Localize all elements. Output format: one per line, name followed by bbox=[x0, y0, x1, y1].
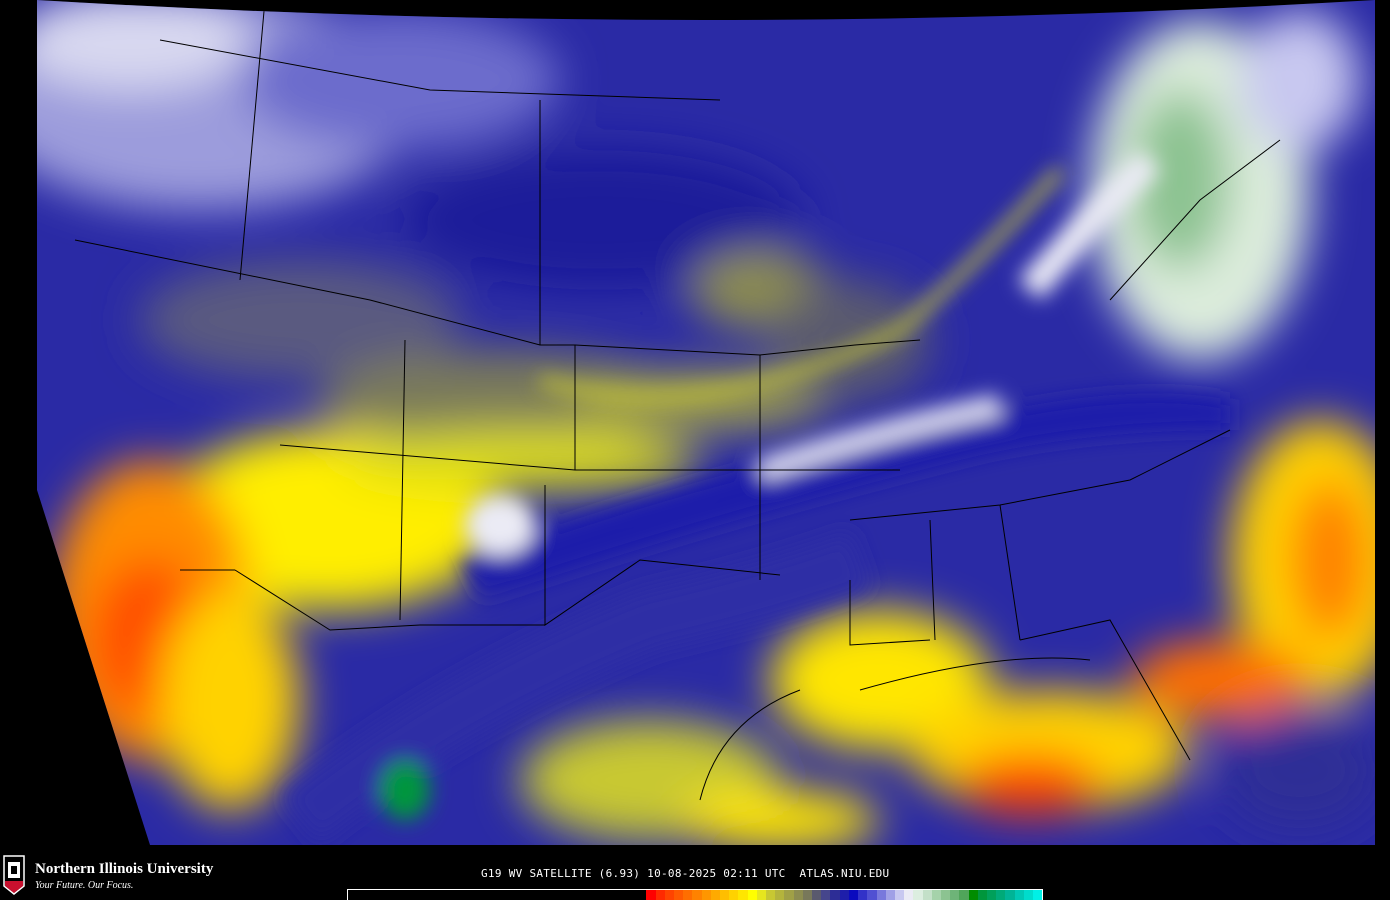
color-scale-swatch bbox=[922, 890, 932, 900]
color-scale-swatch bbox=[959, 890, 969, 900]
color-scale-swatch bbox=[756, 890, 767, 900]
color-scale-swatch bbox=[1032, 890, 1043, 900]
product-name: G19 WV SATELLITE (6.93) bbox=[481, 867, 641, 880]
color-scale-swatch bbox=[940, 890, 951, 900]
university-name: Northern Illinois University bbox=[35, 861, 214, 877]
valid-time: 10-08-2025 02:11 UTC bbox=[647, 867, 786, 880]
color-scale-swatch bbox=[968, 890, 978, 900]
color-scale-swatch bbox=[664, 890, 675, 900]
color-scale-swatch bbox=[710, 890, 721, 900]
state-boundaries bbox=[74, 0, 1281, 801]
color-scale-swatch bbox=[812, 890, 822, 900]
color-scale-swatch bbox=[867, 890, 877, 900]
product-caption: G19 WV SATELLITE (6.93) 10-08-2025 02:11… bbox=[481, 867, 889, 880]
color-scale-swatch bbox=[950, 890, 960, 900]
color-scale-swatch bbox=[766, 890, 776, 900]
niu-logo: Northern Illinois University Your Future… bbox=[2, 854, 242, 898]
color-scale-swatch bbox=[996, 890, 1006, 900]
color-scale-swatch bbox=[747, 890, 757, 900]
niu-shield-icon bbox=[3, 855, 25, 895]
water-vapor-satellite-map bbox=[37, 0, 1375, 845]
color-scale-bar bbox=[347, 889, 1043, 900]
color-scale-swatch bbox=[977, 890, 987, 900]
color-scale-swatch bbox=[793, 890, 803, 900]
source-url: ATLAS.NIU.EDU bbox=[799, 867, 890, 880]
color-scale-swatch bbox=[802, 890, 813, 900]
color-scale-swatch bbox=[692, 890, 702, 900]
color-scale-swatch bbox=[701, 890, 711, 900]
color-scale-swatch bbox=[674, 890, 684, 900]
color-scale-swatch bbox=[1014, 890, 1024, 900]
color-scale-swatch bbox=[848, 890, 859, 900]
color-scale-swatch bbox=[858, 890, 868, 900]
color-scale-swatch bbox=[646, 890, 656, 900]
imagery bbox=[37, 0, 1375, 845]
color-scale-swatch bbox=[913, 890, 923, 900]
color-scale-swatch bbox=[885, 890, 895, 900]
university-tagline: Your Future. Our Focus. bbox=[35, 880, 134, 891]
color-scale-swatch bbox=[830, 890, 840, 900]
color-scale-swatch bbox=[876, 890, 886, 900]
color-scale-swatch bbox=[931, 890, 941, 900]
color-scale-swatch bbox=[655, 890, 665, 900]
color-scale-swatch bbox=[986, 890, 997, 900]
color-scale-swatch bbox=[729, 890, 739, 900]
color-scale-swatch bbox=[839, 890, 849, 900]
color-scale-swatch bbox=[720, 890, 730, 900]
color-scale-swatch bbox=[904, 890, 914, 900]
color-scale-swatch bbox=[821, 890, 831, 900]
color-scale-swatch bbox=[348, 890, 647, 900]
color-scale-swatch bbox=[683, 890, 693, 900]
color-scale-swatch bbox=[784, 890, 794, 900]
color-scale-swatch bbox=[738, 890, 748, 900]
color-scale-swatch bbox=[1023, 890, 1033, 900]
color-scale-swatch bbox=[894, 890, 905, 900]
color-scale-swatch bbox=[1005, 890, 1015, 900]
color-scale-swatch bbox=[775, 890, 785, 900]
